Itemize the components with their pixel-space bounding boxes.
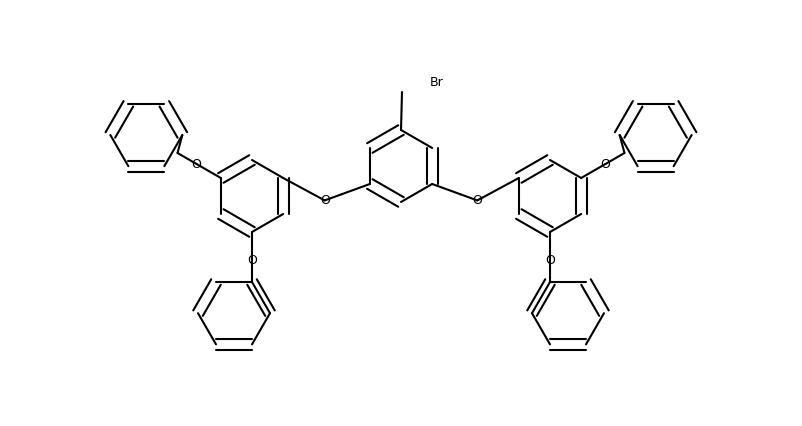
Text: O: O	[472, 194, 482, 207]
Text: O: O	[545, 253, 555, 267]
Text: O: O	[320, 194, 330, 207]
Text: Br: Br	[430, 75, 444, 89]
Text: O: O	[192, 158, 201, 170]
Text: O: O	[247, 253, 257, 267]
Text: O: O	[601, 158, 610, 170]
